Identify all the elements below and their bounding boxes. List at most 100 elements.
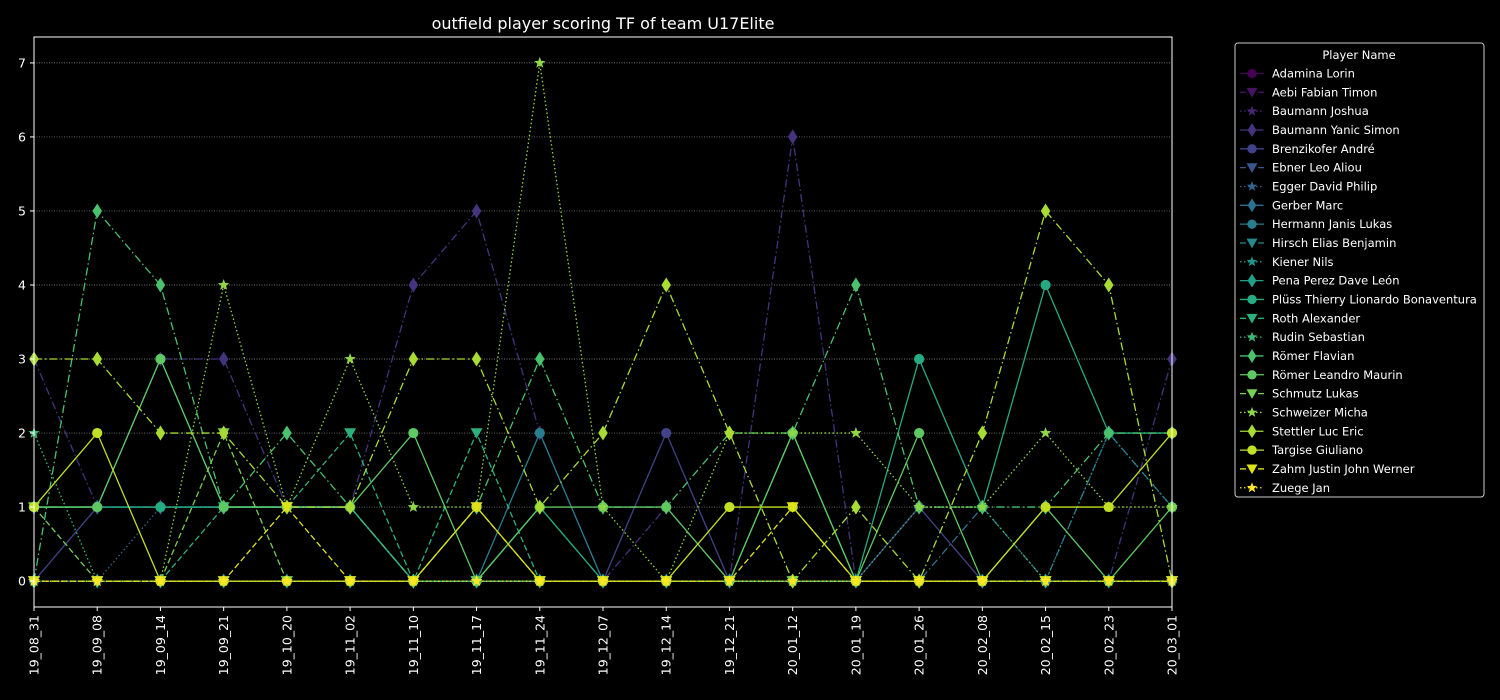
data-point <box>155 501 166 513</box>
x-tick-label: 19_09_21 <box>216 615 231 675</box>
data-point <box>1103 575 1115 586</box>
data-point <box>1039 427 1052 438</box>
legend-marker <box>1246 406 1258 417</box>
data-point <box>534 351 545 367</box>
legend-title: Player Name <box>1322 48 1395 62</box>
series-line <box>34 210 1173 582</box>
legend-marker <box>1246 256 1258 267</box>
data-point <box>786 502 799 513</box>
data-point <box>1040 279 1051 291</box>
data-point <box>598 425 608 441</box>
chart-title: outfield player scoring TF of team U17El… <box>432 14 775 33</box>
legend-entry: Zahm Justin John Werner <box>1240 462 1415 476</box>
legend-marker <box>1247 144 1257 154</box>
x-tick-label: 20_02_23 <box>1101 615 1116 675</box>
data-point <box>913 501 925 512</box>
legend-entry: Adamina Lorin <box>1240 67 1355 81</box>
data-point <box>408 277 419 293</box>
x-tick-label: 19_12_21 <box>722 615 737 675</box>
y-tick-label: 7 <box>18 55 26 70</box>
data-point <box>660 575 672 586</box>
legend-marker <box>1246 313 1258 324</box>
legend-label: Römer Leandro Maurin <box>1272 368 1403 382</box>
legend-entry: Baumann Joshua <box>1240 104 1369 118</box>
data-point <box>724 425 735 441</box>
x-tick-label: 19_12_14 <box>659 615 674 675</box>
legend-entry: Kiener Nils <box>1240 255 1334 269</box>
legend-marker <box>1247 370 1257 380</box>
series-layer <box>28 56 1178 589</box>
legend-label: Ebner Leo Aliou <box>1272 161 1362 175</box>
x-tick-label: 20_01_19 <box>848 615 863 675</box>
data-point <box>1103 277 1114 293</box>
legend-label: Targise Giuliano <box>1271 443 1363 457</box>
legend-label: Zahm Justin John Werner <box>1272 462 1415 476</box>
legend-entry: Egger David Philip <box>1240 179 1377 193</box>
x-tick-label: 20_03_01 <box>1165 615 1180 675</box>
legend-marker <box>1246 180 1258 191</box>
legend-entry: Hirsch Elias Benjamin <box>1240 236 1396 250</box>
data-point <box>345 499 355 515</box>
data-point <box>471 351 482 367</box>
data-point <box>1103 501 1114 513</box>
data-point <box>281 575 293 586</box>
data-point <box>914 353 925 365</box>
data-point <box>661 427 672 439</box>
legend-label: Adamina Lorin <box>1272 67 1355 81</box>
data-point <box>155 353 166 365</box>
series-stettler-luc-eric <box>29 203 1177 589</box>
legend-marker <box>1246 105 1258 116</box>
series-romer-leandro-maurin <box>28 353 1178 587</box>
legend-label: Pena Perez Dave León <box>1272 274 1399 288</box>
legend-label: Aebi Fabian Timon <box>1272 85 1377 99</box>
x-tick-label: 19_09_08 <box>90 615 105 675</box>
legend-marker <box>1247 219 1257 229</box>
legend-entry: Schweizer Micha <box>1240 405 1368 419</box>
x-tick-label: 20_01_26 <box>912 615 927 675</box>
data-point <box>534 499 545 515</box>
data-point <box>914 427 925 439</box>
legend-marker <box>1246 238 1258 249</box>
data-point <box>534 575 546 586</box>
x-tick-label: 20_01_12 <box>785 615 800 675</box>
x-tick-label: 19_12_07 <box>596 615 611 675</box>
legend-entry: Stettler Luc Eric <box>1240 424 1364 438</box>
series-line <box>34 358 1173 582</box>
x-axis: 19_08_31 19_09_08 19_09_14 19_09_21 19_10_20… <box>27 607 1180 675</box>
legend-marker <box>1247 349 1257 363</box>
data-point <box>976 575 989 586</box>
legend-entry: Römer Flavian <box>1240 349 1354 363</box>
legend-entry: Baumann Yanic Simon <box>1240 123 1400 137</box>
data-point <box>155 425 166 441</box>
data-point <box>1103 425 1114 441</box>
data-point <box>218 425 229 441</box>
legend-label: Kiener Nils <box>1272 255 1334 269</box>
data-point <box>280 502 293 513</box>
data-point <box>723 575 736 586</box>
legend-label: Egger David Philip <box>1272 179 1377 193</box>
x-tick-label: 19_11_02 <box>343 615 358 675</box>
series-line <box>33 210 1172 582</box>
data-point <box>91 575 103 586</box>
data-point <box>344 575 356 586</box>
data-point <box>534 427 545 439</box>
legend-label: Zuege Jan <box>1272 481 1330 495</box>
legend-marker <box>1247 123 1257 137</box>
y-tick-label: 0 <box>18 574 26 589</box>
y-tick-label: 2 <box>18 426 26 441</box>
data-point <box>661 501 672 513</box>
legend-entry: Pena Perez Dave León <box>1240 274 1399 288</box>
x-tick-label: 19_11_24 <box>532 615 547 675</box>
data-point <box>218 351 229 367</box>
data-point <box>407 575 420 586</box>
legend-entry: Aebi Fabian Timon <box>1240 85 1377 99</box>
legend-marker <box>1246 331 1258 342</box>
data-point <box>787 129 798 145</box>
legend-entry: Rudin Sebastian <box>1240 330 1365 344</box>
legend-label: Baumann Yanic Simon <box>1272 123 1400 137</box>
legend-label: Roth Alexander <box>1272 311 1360 325</box>
legend-marker <box>1247 273 1257 288</box>
data-point <box>470 428 483 439</box>
legend-entry: Targise Giuliano <box>1240 443 1363 457</box>
legend-entry: Hermann Janis Lukas <box>1240 217 1392 231</box>
